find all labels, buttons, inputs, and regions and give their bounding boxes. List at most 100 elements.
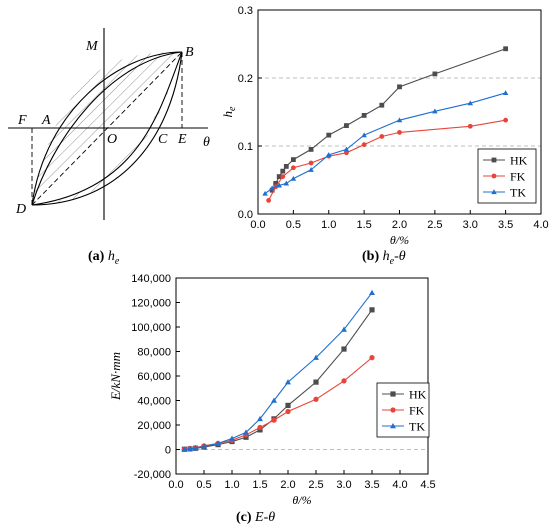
point-TK-7 xyxy=(343,146,350,152)
label-c: C xyxy=(158,132,168,147)
point-TK-3 xyxy=(283,180,290,186)
x-tick-label-3: 1.5 xyxy=(356,219,371,231)
point-FK-10 xyxy=(467,123,473,129)
point-TK-0 xyxy=(181,446,188,452)
point-FK-4 xyxy=(308,160,314,166)
point-TK-2 xyxy=(276,182,282,188)
point-FK-2 xyxy=(280,174,286,180)
point-FK-8 xyxy=(379,134,385,139)
y-tick-label-3: 0.3 xyxy=(238,5,253,17)
point-FK-9 xyxy=(285,408,291,415)
y-tick-label-0: 0.0 xyxy=(238,209,253,221)
point-HK-9 xyxy=(361,113,367,118)
y-tick-label-6: 100,000 xyxy=(131,322,171,334)
point-TK-8 xyxy=(271,397,277,403)
caption-b: (b) he-θ xyxy=(362,249,406,267)
y-tick-label-2: 20,000 xyxy=(137,420,171,432)
x-tick-label-6: 3.0 xyxy=(463,219,478,231)
loop-inner-left xyxy=(31,51,183,206)
x-tick-label-1: 0.5 xyxy=(196,479,211,491)
point-HK-9 xyxy=(285,402,291,408)
label-e: E xyxy=(177,132,187,147)
caption-b-text: h xyxy=(382,249,390,264)
y-tick-label-1: 0 xyxy=(165,445,171,457)
point-FK-10 xyxy=(313,396,319,402)
point-HK-1 xyxy=(273,181,279,186)
label-b: B xyxy=(185,45,194,60)
legend-label-HK: HK xyxy=(409,388,427,402)
point-TK-9 xyxy=(285,379,291,385)
x-axis-label: θ/% xyxy=(292,493,311,507)
x-tick-label-4: 2.0 xyxy=(392,219,407,231)
loop-inner-right xyxy=(31,51,183,206)
label-d: D xyxy=(15,202,26,217)
point-TK-10 xyxy=(313,354,319,360)
y-axis-label: E/kN·mm xyxy=(108,352,123,401)
x-tick-label-8: 4.0 xyxy=(392,479,407,491)
x-tick-label-7: 3.5 xyxy=(498,219,513,231)
point-TK-4 xyxy=(290,175,297,181)
point-FK-12 xyxy=(369,355,375,361)
y-tick-label-3: 40,000 xyxy=(137,396,171,408)
point-HK-8 xyxy=(344,123,349,128)
point-FK-6 xyxy=(344,150,349,156)
loop-lower-branch xyxy=(31,51,183,206)
point-TK-5 xyxy=(308,167,314,172)
point-TK-6 xyxy=(325,152,332,157)
point-FK-9 xyxy=(397,130,402,135)
y-tick-label-7: 120,000 xyxy=(131,298,171,310)
point-HK-12 xyxy=(432,71,438,77)
label-theta: θ xyxy=(203,135,210,150)
point-HK-11 xyxy=(341,346,347,352)
x-tick-label-9: 4.5 xyxy=(420,479,435,491)
label-a: A xyxy=(41,113,51,128)
x-tick-label-2: 1.0 xyxy=(224,479,239,491)
point-HK-3 xyxy=(280,168,286,174)
label-f: F xyxy=(17,113,27,128)
x-tick-label-0: 0.0 xyxy=(168,479,183,491)
y-axis-label-sub: e xyxy=(227,106,238,111)
point-HK-12 xyxy=(369,307,375,313)
point-TK-8 xyxy=(361,132,367,138)
point-TK-7 xyxy=(257,415,263,422)
legend-label-TK: TK xyxy=(510,186,526,200)
point-TK-5 xyxy=(229,435,235,441)
caption-c-text: E-θ xyxy=(255,510,276,525)
x-tick-label-5: 2.5 xyxy=(427,219,442,231)
legend-marker-FK xyxy=(390,407,396,413)
point-HK-13 xyxy=(503,46,509,52)
x-tick-label-3: 1.5 xyxy=(252,479,267,491)
legend-marker-FK xyxy=(491,173,497,179)
x-axis-label: θ/% xyxy=(390,233,409,247)
point-TK-3 xyxy=(201,443,207,449)
point-TK-12 xyxy=(369,289,375,295)
point-TK-4 xyxy=(215,440,221,446)
point-HK-11 xyxy=(397,84,402,90)
point-TK-12 xyxy=(502,90,509,96)
point-FK-0 xyxy=(266,198,272,203)
legend-label-HK: HK xyxy=(510,154,528,168)
point-FK-8 xyxy=(271,417,277,423)
series-line-FK xyxy=(184,357,373,450)
point-FK-7 xyxy=(361,142,367,148)
x-tick-label-2: 1.0 xyxy=(321,219,336,231)
x-tick-label-0: 0.0 xyxy=(250,219,265,231)
y-tick-label-0: -20,000 xyxy=(134,469,171,481)
legend-label-FK: FK xyxy=(510,170,526,184)
label-o: O xyxy=(107,132,117,147)
point-HK-2 xyxy=(276,174,282,179)
point-TK-9 xyxy=(396,117,403,123)
caption-a: (a) he xyxy=(88,249,120,267)
point-FK-11 xyxy=(503,117,509,123)
legend-label-TK: TK xyxy=(409,420,425,434)
x-tick-label-6: 3.0 xyxy=(336,479,351,491)
y-tick-label-8: 140,000 xyxy=(131,273,171,285)
y-axis-label: he xyxy=(220,106,238,118)
point-TK-2 xyxy=(192,445,199,451)
legend-marker-TK xyxy=(390,423,396,429)
point-TK-11 xyxy=(341,326,347,332)
point-HK-4 xyxy=(283,164,289,169)
